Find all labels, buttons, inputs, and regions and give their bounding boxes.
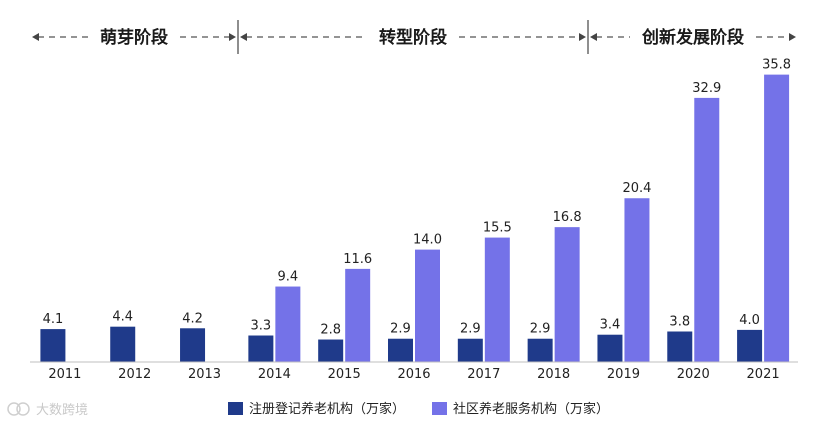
phase-label-3: 创新发展阶段	[641, 27, 744, 48]
value-label-registered-2019: 3.4	[600, 318, 621, 333]
value-label-registered-2021: 4.0	[739, 313, 760, 328]
value-label-community-2017: 15.5	[483, 221, 512, 236]
value-label-registered-2012: 4.4	[112, 310, 133, 325]
bar-registered-2016	[388, 338, 413, 362]
bar-community-2019	[624, 198, 650, 362]
value-label-registered-2015: 2.8	[320, 323, 341, 338]
value-label-registered-2013: 4.2	[182, 311, 203, 326]
x-tick-label-2017: 2017	[467, 367, 500, 382]
bar-registered-2014	[248, 335, 274, 362]
value-label-community-2015: 11.6	[343, 252, 372, 267]
phase-label-1: 萌芽阶段	[100, 27, 168, 48]
bar-community-2015	[345, 268, 371, 362]
x-axis-ticks: 2011 2012 2013 2014 2015 2016 2017 2018 2019 2020…	[48, 367, 779, 382]
legend-label-2: 社区养老服务机构（万家）	[453, 401, 609, 417]
watermark: 大数跨境	[7, 402, 88, 418]
value-label-registered-2011: 4.1	[43, 312, 64, 327]
value-label-registered-2017: 2.9	[460, 322, 481, 337]
legend-label-1: 注册登记养老机构（万家）	[249, 401, 405, 417]
x-tick-label-2016: 2016	[397, 367, 430, 382]
value-label-community-2014: 9.4	[278, 270, 299, 285]
bar-registered-2012	[110, 326, 136, 362]
x-tick-label-2011: 2011	[48, 367, 81, 382]
arrow-left-icon	[32, 33, 39, 41]
value-label-registered-2014: 3.3	[251, 319, 272, 334]
x-tick-label-2012: 2012	[118, 367, 151, 382]
bar-registered-2019	[597, 334, 623, 362]
bar-registered-2015	[318, 339, 344, 362]
legend: 注册登记养老机构（万家） 社区养老服务机构（万家）	[228, 401, 609, 417]
watermark-logo-icon	[7, 402, 30, 416]
x-tick-label-2021: 2021	[747, 367, 780, 382]
watermark-text: 大数跨境	[36, 403, 88, 418]
bar-registered-2017	[457, 338, 483, 362]
arrow-left-icon	[590, 33, 597, 41]
arrow-left-icon	[240, 33, 247, 41]
bar-registered-2018	[527, 338, 553, 362]
x-tick-label-2013: 2013	[188, 367, 221, 382]
bar-community-2018	[554, 227, 580, 362]
value-label-registered-2018: 2.9	[530, 322, 551, 337]
bar-community-2017	[484, 237, 510, 362]
value-label-registered-2016: 2.9	[390, 322, 411, 337]
x-tick-label-2019: 2019	[607, 367, 640, 382]
legend-swatch-1	[228, 402, 243, 415]
value-label-community-2018: 16.8	[553, 210, 582, 225]
arrow-right-icon	[229, 33, 236, 41]
x-tick-label-2014: 2014	[258, 367, 291, 382]
arrow-right-icon	[579, 33, 586, 41]
phase-label-2: 转型阶段	[379, 27, 447, 48]
value-label-community-2016: 14.0	[413, 233, 442, 248]
bar-community-2021	[764, 74, 790, 363]
x-tick-label-2018: 2018	[537, 367, 570, 382]
value-label-community-2019: 20.4	[622, 181, 651, 196]
value-label-community-2021: 35.8	[762, 58, 791, 73]
x-tick-label-2020: 2020	[677, 367, 710, 382]
bar-community-2020	[694, 97, 720, 363]
bar-registered-2020	[667, 331, 693, 362]
bar-registered-2013	[180, 328, 206, 362]
bar-registered-2011	[40, 329, 66, 362]
bar-registered-2021	[737, 329, 763, 362]
value-label-community-2020: 32.9	[692, 81, 721, 96]
legend-swatch-2	[432, 402, 447, 415]
phase-header: 萌芽阶段 转型阶段 创新发展阶段	[32, 20, 796, 54]
x-tick-label-2015: 2015	[328, 367, 361, 382]
bar-community-2016	[415, 249, 440, 362]
value-label-registered-2020: 3.8	[669, 314, 690, 329]
bars: 4.1 4.4 4.2 3.3 9.4 2.8 11.6 2.9 14.0 2.9 15.5 2.9 1…	[40, 58, 791, 363]
arrow-right-icon	[789, 33, 796, 41]
bar-community-2014	[275, 286, 301, 362]
